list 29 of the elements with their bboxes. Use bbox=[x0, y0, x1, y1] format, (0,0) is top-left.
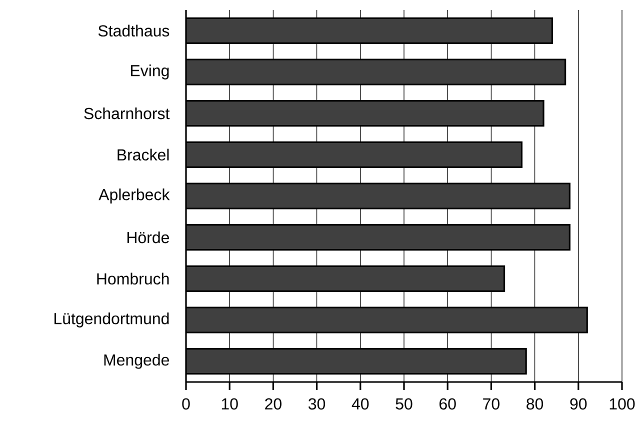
x-tick-label: 60 bbox=[440, 398, 456, 410]
bar bbox=[186, 17, 554, 44]
x-tick-label: 0 bbox=[182, 398, 190, 410]
x-tick-label: 70 bbox=[483, 398, 500, 410]
y-tick-label: Eving bbox=[131, 64, 169, 80]
x-tick-label: 10 bbox=[222, 398, 238, 410]
y-tick-label: Hombruch bbox=[97, 272, 169, 285]
y-tick-label: Mengede bbox=[104, 354, 169, 369]
y-tick-label: Scharnhorst bbox=[84, 107, 170, 120]
x-tick-label: 20 bbox=[265, 398, 282, 410]
y-tick-label: Hörde bbox=[127, 231, 170, 244]
x-tick-label: 50 bbox=[396, 398, 412, 410]
x-tick-label: 40 bbox=[352, 398, 369, 410]
bar bbox=[186, 141, 523, 168]
bar bbox=[186, 58, 566, 86]
y-tick-label: Stadthaus bbox=[98, 24, 170, 37]
bar bbox=[186, 306, 588, 334]
x-tick-label: 90 bbox=[570, 398, 587, 410]
bar bbox=[186, 224, 570, 251]
x-tick-label: 100 bbox=[610, 398, 635, 410]
y-tick-label: Aplerbeck bbox=[98, 188, 170, 204]
bar bbox=[186, 265, 506, 292]
y-tick-label: Brackel bbox=[118, 148, 169, 161]
y-tick-label: Lütgendortmund bbox=[54, 312, 169, 328]
x-tick-label: 80 bbox=[526, 398, 544, 410]
bar bbox=[186, 100, 544, 127]
bar bbox=[186, 182, 570, 210]
x-tick-label: 30 bbox=[308, 398, 326, 410]
bar bbox=[186, 348, 527, 375]
